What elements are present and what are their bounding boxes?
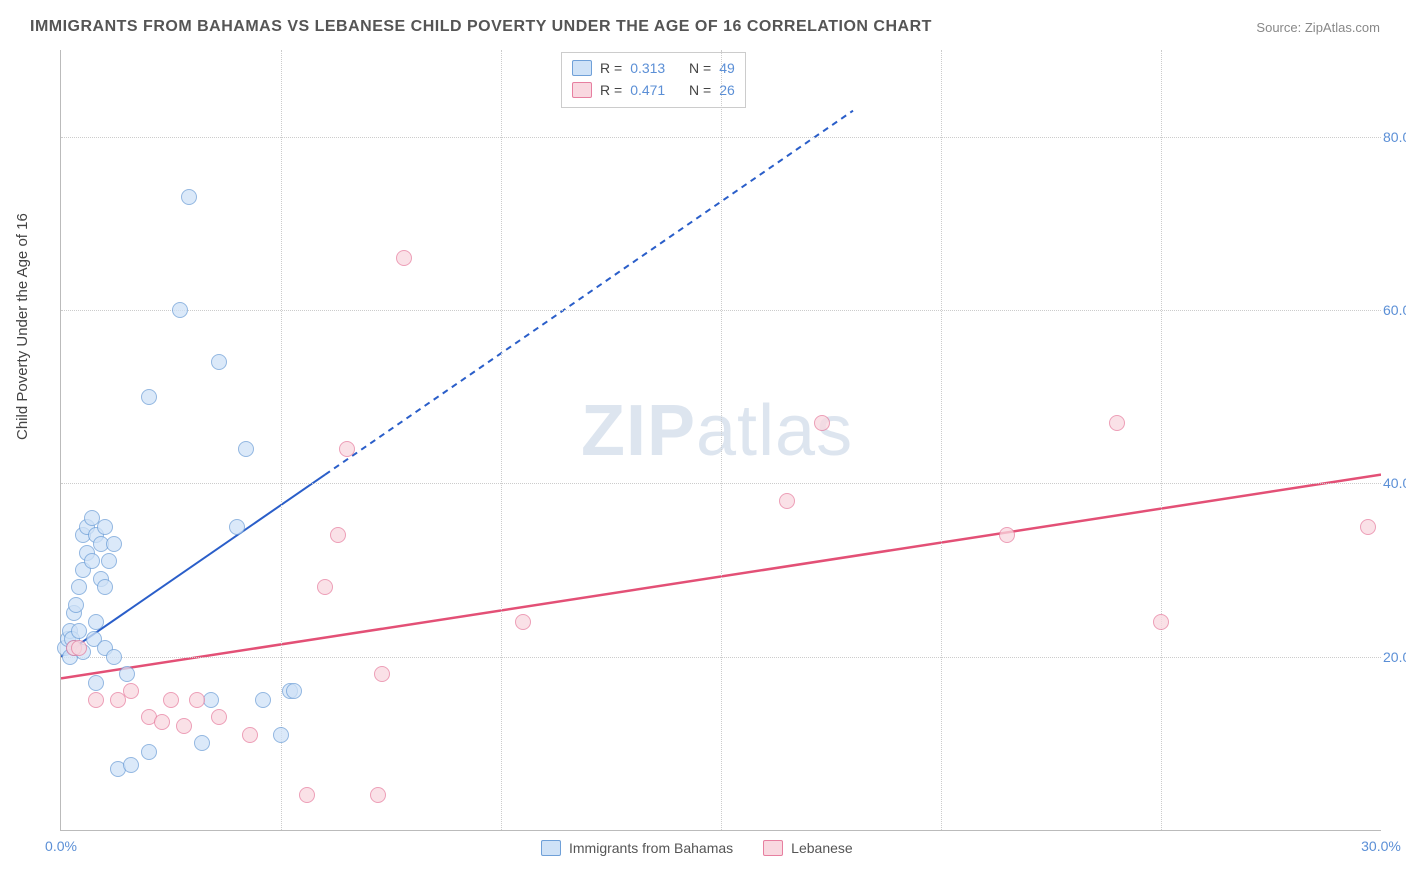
marker-bahamas	[97, 579, 113, 595]
gridline-v	[941, 50, 942, 830]
marker-bahamas	[88, 614, 104, 630]
marker-lebanese	[370, 787, 386, 803]
marker-bahamas	[123, 757, 139, 773]
y-tick-label: 20.0%	[1383, 649, 1406, 665]
marker-bahamas	[238, 441, 254, 457]
swatch-lebanese-icon	[763, 840, 783, 856]
y-axis-label: Child Poverty Under the Age of 16	[14, 213, 31, 440]
legend-label-bahamas: Immigrants from Bahamas	[569, 840, 733, 856]
swatch-bahamas-icon	[541, 840, 561, 856]
gridline-v	[721, 50, 722, 830]
gridline-v	[281, 50, 282, 830]
marker-lebanese	[814, 415, 830, 431]
marker-lebanese	[1109, 415, 1125, 431]
x-tick-label: 0.0%	[45, 838, 77, 854]
legend-entry-bahamas: Immigrants from Bahamas	[541, 840, 733, 856]
marker-lebanese	[1360, 519, 1376, 535]
marker-lebanese	[163, 692, 179, 708]
marker-bahamas	[286, 683, 302, 699]
r-label: R =	[600, 57, 622, 79]
marker-bahamas	[71, 623, 87, 639]
gridline-v	[501, 50, 502, 830]
gridline-v	[1161, 50, 1162, 830]
marker-bahamas	[211, 354, 227, 370]
chart-plot-area: ZIPatlas R = 0.313 N = 49 R = 0.471 N = …	[60, 50, 1381, 831]
r-value-bahamas: 0.313	[630, 57, 665, 79]
marker-bahamas	[255, 692, 271, 708]
marker-lebanese	[1153, 614, 1169, 630]
chart-title: IMMIGRANTS FROM BAHAMAS VS LEBANESE CHIL…	[30, 18, 932, 36]
source-label: Source:	[1256, 20, 1301, 35]
legend-row-bahamas: R = 0.313 N = 49	[572, 57, 735, 79]
legend-row-lebanese: R = 0.471 N = 26	[572, 79, 735, 101]
series-legend: Immigrants from Bahamas Lebanese	[541, 840, 853, 856]
marker-bahamas	[141, 389, 157, 405]
marker-lebanese	[176, 718, 192, 734]
marker-lebanese	[396, 250, 412, 266]
y-tick-label: 80.0%	[1383, 129, 1406, 145]
swatch-bahamas-icon	[572, 60, 592, 76]
marker-bahamas	[68, 597, 84, 613]
x-tick-label: 30.0%	[1361, 838, 1401, 854]
marker-bahamas	[106, 536, 122, 552]
marker-bahamas	[273, 727, 289, 743]
marker-lebanese	[88, 692, 104, 708]
marker-lebanese	[330, 527, 346, 543]
correlation-legend: R = 0.313 N = 49 R = 0.471 N = 26	[561, 52, 746, 108]
source-attribution: Source: ZipAtlas.com	[1256, 20, 1380, 35]
marker-lebanese	[211, 709, 227, 725]
marker-bahamas	[106, 649, 122, 665]
marker-lebanese	[242, 727, 258, 743]
marker-bahamas	[194, 735, 210, 751]
marker-bahamas	[119, 666, 135, 682]
marker-lebanese	[189, 692, 205, 708]
marker-lebanese	[515, 614, 531, 630]
marker-bahamas	[141, 744, 157, 760]
marker-bahamas	[71, 579, 87, 595]
marker-lebanese	[779, 493, 795, 509]
marker-lebanese	[71, 640, 87, 656]
marker-bahamas	[172, 302, 188, 318]
n-label: N =	[689, 57, 711, 79]
marker-bahamas	[181, 189, 197, 205]
swatch-lebanese-icon	[572, 82, 592, 98]
y-tick-label: 40.0%	[1383, 475, 1406, 491]
marker-lebanese	[123, 683, 139, 699]
marker-lebanese	[374, 666, 390, 682]
marker-bahamas	[229, 519, 245, 535]
legend-label-lebanese: Lebanese	[791, 840, 853, 856]
watermark-text: ZIPatlas	[581, 390, 853, 472]
n-label: N =	[689, 79, 711, 101]
r-label: R =	[600, 79, 622, 101]
marker-bahamas	[88, 675, 104, 691]
y-tick-label: 60.0%	[1383, 302, 1406, 318]
r-value-lebanese: 0.471	[630, 79, 665, 101]
marker-lebanese	[999, 527, 1015, 543]
marker-bahamas	[84, 553, 100, 569]
marker-lebanese	[154, 714, 170, 730]
marker-bahamas	[101, 553, 117, 569]
marker-lebanese	[339, 441, 355, 457]
marker-bahamas	[97, 519, 113, 535]
legend-entry-lebanese: Lebanese	[763, 840, 853, 856]
source-site: ZipAtlas.com	[1305, 20, 1380, 35]
marker-lebanese	[317, 579, 333, 595]
marker-lebanese	[299, 787, 315, 803]
